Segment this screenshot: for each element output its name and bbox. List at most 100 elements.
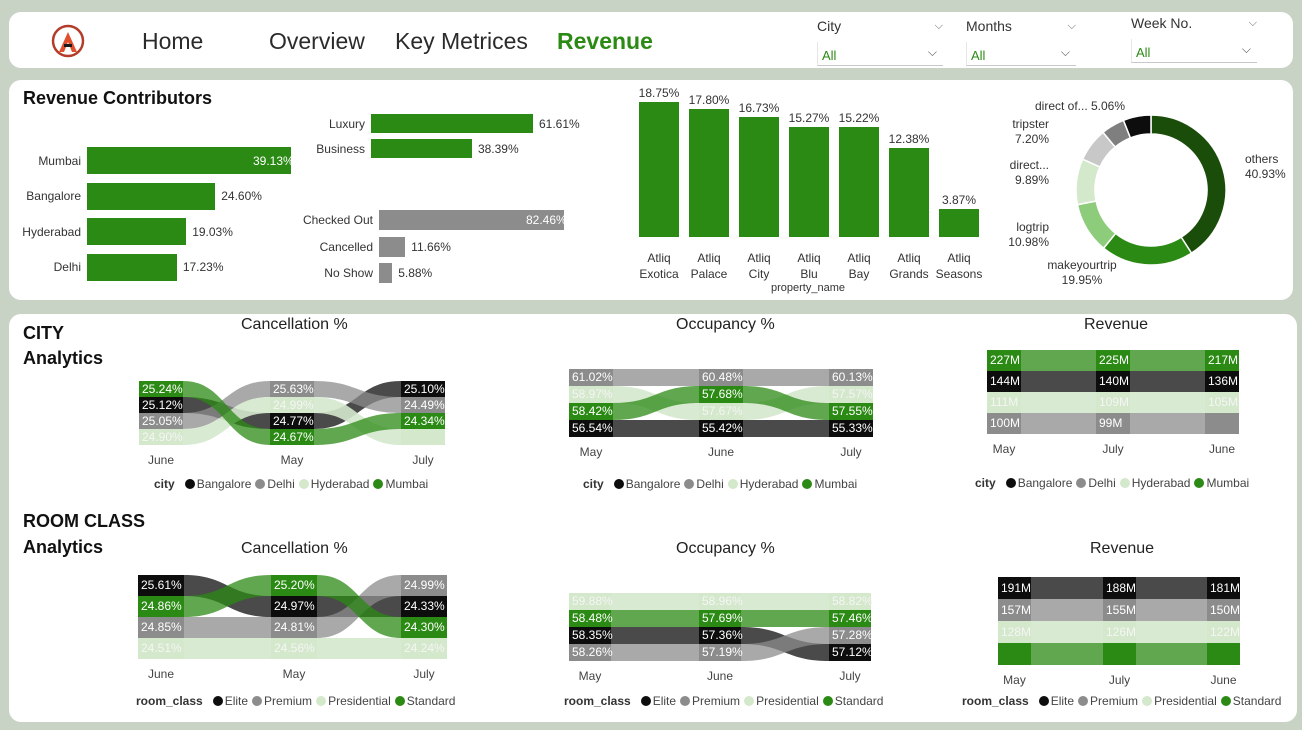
ribbon-cell[interactable]: 225M	[1096, 350, 1130, 371]
ribbon-cell[interactable]: 24.85%	[138, 617, 184, 638]
ribbon-band[interactable]	[184, 617, 271, 638]
legend-item[interactable]: Premium	[1090, 694, 1139, 708]
ribbon-band[interactable]	[611, 610, 699, 627]
bar-mark[interactable]	[379, 236, 406, 257]
bar-mark[interactable]	[379, 263, 393, 283]
donut-slice[interactable]	[1076, 200, 1117, 250]
property-bar[interactable]	[739, 116, 779, 237]
ribbon-cell[interactable]: 191M	[998, 577, 1031, 599]
ribbon-cell[interactable]: 58.35%	[569, 627, 613, 644]
ribbon-cell[interactable]: 58.42%	[569, 403, 613, 420]
ribbon-cell[interactable]: 57.57%	[829, 386, 873, 403]
ribbon-cell[interactable]: 24.51%	[138, 638, 184, 659]
ribbon-cell[interactable]: 25.10%	[401, 381, 445, 397]
week-slicer-dropdown[interactable]: All ⌵	[1131, 39, 1257, 63]
ribbon-cell[interactable]: 24.90%	[139, 429, 183, 445]
legend-item[interactable]: Premium	[264, 694, 313, 708]
ribbon-cell[interactable]: 24.34%	[401, 413, 445, 429]
ribbon-band[interactable]	[314, 413, 401, 445]
ribbon-cell[interactable]: 24.30%	[401, 617, 447, 638]
ribbon-band[interactable]	[1130, 371, 1205, 392]
ribbon-band[interactable]	[184, 638, 271, 659]
ribbon-band[interactable]	[611, 593, 699, 610]
city-slicer-dropdown[interactable]: All ⌵	[817, 42, 943, 66]
ribbon-band[interactable]	[1031, 577, 1103, 599]
ribbon-cell[interactable]	[1205, 413, 1239, 434]
ribbon-cell[interactable]: 59.88%	[569, 593, 613, 610]
week-slicer[interactable]: Week No. ⌵ All ⌵	[1131, 15, 1257, 65]
legend-item[interactable]: Elite	[1050, 694, 1075, 708]
ribbon-cell[interactable]: 56.54%	[569, 420, 613, 437]
ribbon-cell[interactable]: 227M	[987, 350, 1021, 371]
ribbon-band[interactable]	[317, 638, 401, 659]
chevron-down-icon[interactable]: ⌵	[1248, 17, 1257, 29]
ribbon-band[interactable]	[1031, 599, 1103, 621]
ribbon-band[interactable]	[1136, 643, 1207, 665]
legend-item[interactable]: Delhi	[1088, 476, 1116, 490]
property-bar[interactable]	[639, 102, 679, 237]
ribbon-cell[interactable]: 136M	[1205, 371, 1239, 392]
legend-item[interactable]: Delhi	[267, 477, 295, 491]
ribbon-band[interactable]	[741, 627, 829, 661]
ribbon-cell[interactable]: 24.67%	[270, 429, 314, 445]
ribbon-cell[interactable]: 181M	[1207, 577, 1240, 599]
ribbon-cell[interactable]: 24.97%	[271, 596, 317, 617]
ribbon-cell[interactable]: 122M	[1207, 621, 1240, 643]
chevron-down-icon[interactable]: ⌵	[934, 20, 943, 32]
donut-slice[interactable]	[1150, 114, 1227, 255]
ribbon-cell[interactable]: 57.55%	[829, 403, 873, 420]
chevron-down-icon[interactable]: ⌵	[1067, 20, 1076, 32]
donut-slice[interactable]	[1122, 114, 1152, 139]
ribbon-cell[interactable]: 105M	[1205, 392, 1239, 413]
bar-mark[interactable]	[371, 139, 472, 158]
ribbon-band[interactable]	[741, 610, 829, 627]
ribbon-cell[interactable]: 57.12%	[829, 644, 873, 661]
ribbon-cell[interactable]: 57.19%	[699, 644, 743, 661]
ribbon-cell[interactable]: 60.48%	[699, 369, 743, 386]
ribbon-band[interactable]	[1031, 643, 1103, 665]
ribbon-band[interactable]	[1136, 577, 1207, 599]
ribbon-band[interactable]	[1021, 350, 1096, 371]
legend-item[interactable]: Presidential	[756, 694, 819, 708]
nav-key-metrics[interactable]: Key Metrices	[395, 28, 528, 54]
ribbon-cell[interactable]: 25.63%	[270, 381, 314, 397]
legend-item[interactable]: Hyderabad	[1131, 476, 1191, 490]
ribbon-cell[interactable]: 24.77%	[270, 413, 314, 429]
ribbon-cell[interactable]: 61.02%	[569, 369, 613, 386]
bar-mark[interactable]	[87, 182, 216, 210]
ribbon-cell[interactable]: 25.20%	[271, 575, 317, 596]
legend-item[interactable]: Mumbai	[814, 477, 858, 491]
bar-mark[interactable]	[371, 114, 533, 133]
ribbon-band[interactable]	[1130, 413, 1205, 434]
ribbon-cell[interactable]: 99M	[1096, 413, 1130, 434]
ribbon-cell[interactable]: 24.99%	[270, 397, 314, 413]
ribbon-band[interactable]	[1021, 392, 1096, 413]
property-bar[interactable]	[939, 209, 979, 237]
ribbon-cell[interactable]: 25.05%	[139, 413, 183, 429]
ribbon-cell[interactable]: 157M	[998, 599, 1031, 621]
legend-item[interactable]: Bangalore	[196, 477, 252, 491]
ribbon-band[interactable]	[183, 381, 270, 445]
ribbon-cell[interactable]: 25.24%	[139, 381, 183, 397]
ribbon-band[interactable]	[314, 381, 401, 413]
ribbon-cell[interactable]: 58.48%	[569, 610, 613, 627]
ribbon-cell[interactable]: 25.61%	[138, 575, 184, 596]
ribbon-band[interactable]	[1021, 413, 1096, 434]
ribbon-cell[interactable]: 100M	[987, 413, 1021, 434]
nav-revenue[interactable]: Revenue	[557, 28, 653, 54]
ribbon-band[interactable]	[317, 575, 401, 638]
legend-item[interactable]: Standard	[406, 694, 456, 708]
ribbon-cell[interactable]: 58.26%	[569, 644, 613, 661]
nav-home[interactable]: Home	[142, 28, 204, 54]
ribbon-band[interactable]	[1031, 621, 1103, 643]
ribbon-band[interactable]	[743, 369, 829, 386]
ribbon-cell[interactable]: 55.33%	[829, 420, 873, 437]
ribbon-cell[interactable]: 55.42%	[699, 420, 743, 437]
months-slicer-dropdown[interactable]: All ⌵	[966, 42, 1076, 66]
ribbon-cell[interactable]	[998, 643, 1031, 665]
ribbon-band[interactable]	[613, 386, 699, 420]
ribbon-cell[interactable]	[401, 429, 445, 445]
ribbon-cell[interactable]: 24.24%	[401, 638, 447, 659]
legend-item[interactable]: Bangalore	[625, 477, 681, 491]
ribbon-cell[interactable]: 24.81%	[271, 617, 317, 638]
